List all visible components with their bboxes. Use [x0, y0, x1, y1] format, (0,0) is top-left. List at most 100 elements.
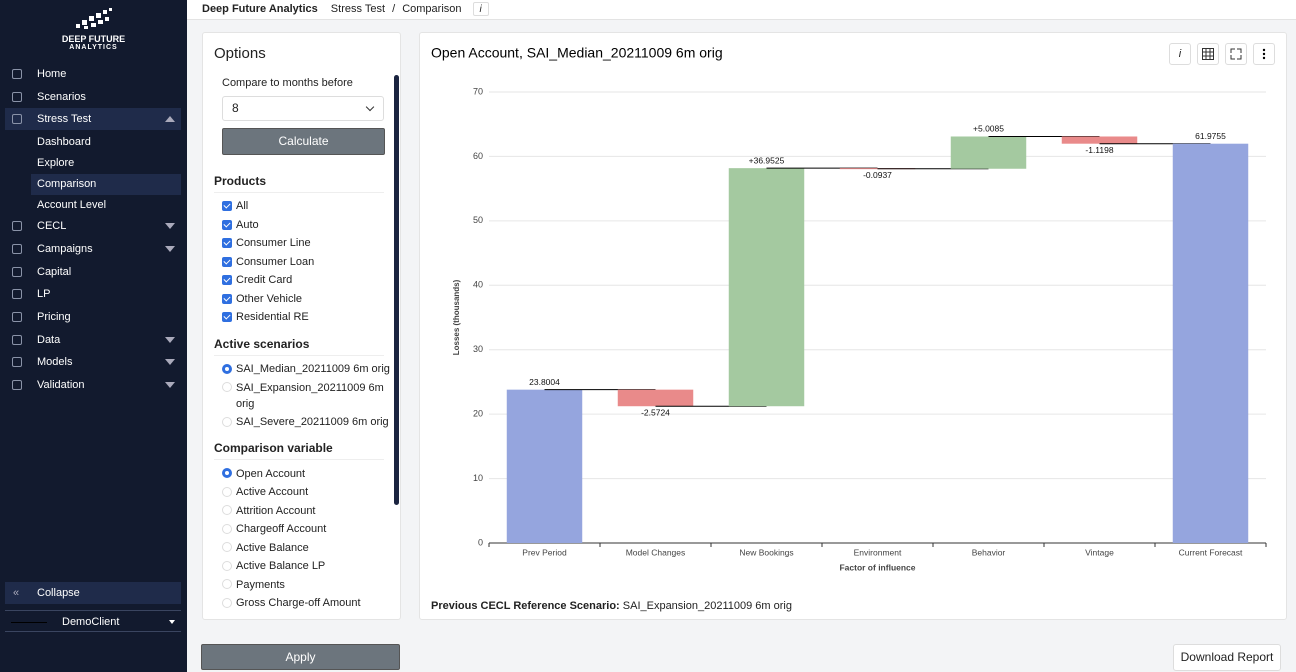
y-axis-label: Losses (thousands) — [452, 279, 461, 355]
nav-item[interactable]: Campaigns — [5, 238, 181, 260]
nav-arrow — [165, 382, 175, 388]
variable-radio[interactable]: Active Balance — [214, 538, 392, 557]
nav-arrow — [165, 223, 175, 230]
reference-label: Previous CECL Reference Scenario: — [431, 600, 620, 612]
logo-text: DEEP FUTURE — [61, 34, 126, 44]
y-tick-label: 0 — [478, 537, 483, 547]
checkbox — [222, 219, 232, 230]
variable-radio[interactable]: Open Account — [214, 464, 392, 483]
nav-subitem[interactable]: Account Level — [37, 199, 107, 212]
nav-item[interactable]: CECL — [5, 215, 181, 237]
collapse-button[interactable]: «Collapse — [5, 582, 181, 604]
checkbox-item[interactable]: Credit Card — [214, 271, 392, 290]
checkbox — [222, 293, 232, 304]
variable-radio[interactable]: Attrition Account — [214, 501, 392, 520]
y-tick-label: 20 — [473, 409, 483, 419]
nav-item[interactable]: Pricing — [5, 306, 181, 328]
checkbox-label: All — [236, 200, 249, 212]
nav-icon — [12, 357, 22, 368]
nav-label: Home — [37, 68, 67, 80]
x-axis-label: Factor of influence — [839, 562, 915, 572]
variable-radio[interactable]: Gross Charge-off Amount — [214, 594, 392, 612]
checkbox-item[interactable]: Auto — [214, 216, 392, 235]
bar — [617, 389, 694, 407]
y-tick-label: 40 — [473, 280, 483, 290]
nav-icon — [12, 380, 22, 390]
scenario-radio[interactable]: SAI_Expansion_20211009 6m orig — [214, 378, 392, 413]
bar — [506, 389, 583, 543]
nav-label: Models — [37, 356, 73, 369]
checkbox-item[interactable]: Consumer Loan — [214, 253, 392, 272]
logo-text: ANALYTICS — [69, 44, 118, 51]
checkbox-item[interactable]: All — [214, 197, 392, 216]
nav-label: Pricing — [37, 310, 71, 323]
section-title: Comparison variable — [214, 435, 384, 460]
value-label: 61.9755 — [1195, 131, 1226, 141]
nav-item[interactable]: Validation — [5, 374, 181, 396]
scenario-label: SAI_Expansion_20211009 6m orig — [236, 381, 384, 410]
compare-label: Compare to months before — [222, 77, 353, 89]
menu-button[interactable] — [1253, 43, 1275, 65]
options-title: Options — [214, 45, 266, 62]
nav-item[interactable]: Scenarios — [5, 86, 181, 108]
nav-item[interactable]: LP — [5, 283, 181, 305]
y-tick-label: 50 — [473, 215, 483, 225]
radio — [222, 468, 232, 478]
variable-label: Active Balance LP — [236, 560, 326, 572]
nav-item[interactable]: Home — [5, 63, 181, 85]
y-tick-label: 10 — [473, 473, 483, 483]
variable-label: Chargeoff Account — [236, 523, 327, 535]
nav-label: Data — [37, 333, 61, 346]
apply-button[interactable]: Apply — [201, 644, 400, 670]
variable-radio[interactable]: Active Account — [214, 483, 392, 502]
x-tick-label: Current Forecast — [1179, 547, 1243, 557]
radio — [222, 416, 232, 427]
nav-subitem[interactable]: Dashboard — [37, 136, 91, 149]
info-button[interactable]: i — [472, 2, 489, 16]
radio — [222, 382, 232, 392]
checkbox — [222, 238, 232, 248]
variable-radio[interactable]: Active Balance LP — [214, 557, 392, 576]
nav-item[interactable]: Data — [5, 329, 181, 351]
nav-icon — [12, 289, 22, 300]
nav-subitem[interactable]: Comparison — [31, 174, 181, 196]
nav-icon — [12, 243, 22, 254]
breadcrumb[interactable]: Stress Test — [330, 3, 386, 15]
checkbox-item[interactable]: Other Vehicle — [214, 290, 392, 309]
nav-icon — [12, 221, 22, 232]
nav-item[interactable]: Capital — [5, 261, 181, 283]
top-bar: Deep Future Analytics Stress Test / Comp… — [187, 0, 1296, 20]
checkbox-label: Consumer Line — [236, 237, 311, 249]
scrollbar[interactable] — [394, 75, 399, 505]
info-button[interactable]: i — [1169, 43, 1191, 65]
nav-subitem[interactable]: Explore — [37, 157, 75, 170]
checkbox — [222, 256, 232, 267]
expand-button[interactable] — [1225, 43, 1247, 65]
table-button[interactable] — [1197, 43, 1219, 65]
variable-radio[interactable]: Payments — [214, 575, 392, 594]
nav-label: Scenarios — [37, 90, 86, 103]
checkbox-item[interactable]: Consumer Line — [214, 234, 392, 253]
variable-radio[interactable]: Chargeoff Account — [214, 520, 392, 539]
client-select[interactable]: DemoClient — [5, 610, 181, 632]
y-tick-label: 60 — [473, 151, 483, 161]
bar — [950, 136, 1027, 169]
nav-icon — [12, 91, 22, 102]
radio — [222, 523, 232, 534]
download-button[interactable]: Download Report — [1173, 644, 1281, 671]
checkbox-item[interactable]: Residential RE — [214, 308, 392, 327]
nav-item[interactable]: Models — [5, 351, 181, 373]
checkbox-label: Other Vehicle — [236, 292, 303, 305]
calculate-button[interactable]: Calculate — [222, 128, 385, 155]
scenario-radio[interactable]: SAI_Severe_20211009 6m orig — [214, 413, 392, 432]
nav-arrow — [165, 336, 175, 343]
scenario-label: SAI_Median_20211009 6m orig — [236, 363, 390, 375]
nav-item[interactable]: Stress Test — [5, 108, 181, 131]
y-tick-label: 30 — [473, 344, 483, 354]
collapse-label: Collapse — [37, 587, 80, 599]
nav-label: Capital — [37, 265, 72, 278]
compare-select[interactable]: 8 — [222, 96, 384, 121]
y-tick-label: 70 — [473, 86, 483, 96]
nav-icon — [12, 311, 22, 322]
scenario-radio[interactable]: SAI_Median_20211009 6m orig — [214, 360, 392, 379]
